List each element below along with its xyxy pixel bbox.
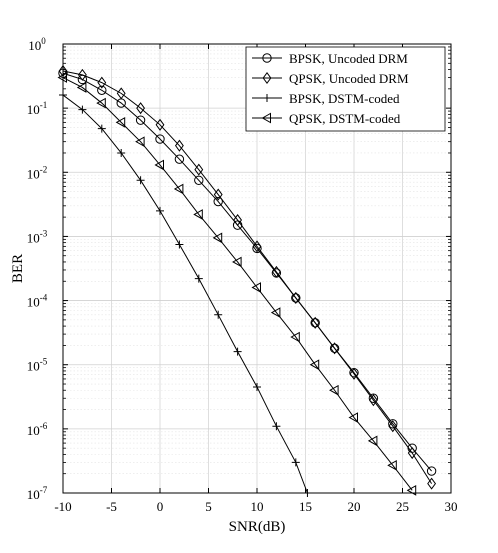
data-point [135,136,145,148]
y-tick-exponent: -3 [40,228,48,238]
series-2 [58,64,437,490]
y-tick-exponent: 0 [41,36,46,46]
data-point [115,117,126,128]
data-point [174,154,185,164]
data-point [271,265,281,278]
data-point [97,76,107,89]
legend-box [245,46,446,132]
legend-label: QPSK, Uncoded DRM [289,71,409,86]
data-point [194,163,204,176]
y-tick-exponent: -7 [40,485,48,495]
x-tick-label: -5 [106,499,117,514]
legend: BPSK, Uncoded DRM QPSK, Uncoded DRM BPSK, … [245,46,446,132]
series-line [62,94,308,494]
x-tick-label: 25 [396,499,409,514]
legend-marker [263,94,271,102]
data-point [270,307,281,318]
data-point [155,134,165,144]
data-point [388,420,398,433]
data-point [251,282,261,293]
legend-marker [262,71,272,85]
legend-marker [262,53,272,63]
data-point [213,196,223,207]
data-point [155,118,165,131]
data-point [330,342,340,355]
data-point [135,115,146,125]
legend-marker [261,112,271,124]
series-line [62,77,413,491]
data-point [136,102,146,115]
x-tick-label: 30 [445,499,458,514]
y-tick-exponent: -1 [40,100,48,110]
data-point [194,274,203,283]
y-tick-exponent: -5 [40,357,48,367]
data-point [76,82,87,93]
data-point [253,382,261,391]
data-point [427,477,437,490]
data-point [232,256,242,268]
data-point [407,446,417,460]
y-tick-exponent: -2 [40,164,48,174]
legend-entry: BPSK, DSTM-coded [252,91,400,106]
y-tick-exponent: -6 [40,421,48,431]
data-point [97,124,106,133]
data-point [194,175,204,185]
x-tick-label: 20 [348,499,361,514]
x-tick-label: 10 [251,499,264,514]
data-point [97,85,107,95]
x-tick-label: 0 [157,499,164,514]
data-point [136,176,145,185]
x-tick-label: 5 [205,499,212,514]
y-axis-label: BER [10,254,26,283]
legend-label: BPSK, Uncoded DRM [289,51,408,66]
data-point [77,68,87,81]
data-point [214,310,223,319]
legend-entry: QPSK, DSTM-coded [252,111,401,126]
x-axis-label: SNR(dB) [229,519,286,535]
data-point [252,240,262,253]
series-layer [57,64,437,497]
data-point [96,97,106,109]
legend-label: QPSK, DSTM-coded [289,111,401,126]
data-point [310,316,320,329]
data-point [291,291,301,304]
data-point [368,394,378,407]
data-point [348,412,358,423]
data-point [388,419,398,429]
data-point [387,459,397,471]
data-point [116,87,126,100]
data-point [349,367,359,380]
data-point [173,183,184,195]
data-point [233,214,243,227]
data-point [117,148,126,157]
data-point [174,139,184,152]
legend-entry: BPSK, Uncoded DRM [252,51,408,66]
data-point [212,232,223,244]
data-point [367,435,378,447]
data-point [309,359,320,371]
y-tick-exponent: -4 [40,293,48,303]
data-point [290,331,300,343]
series-line [62,70,433,484]
data-point [291,458,300,467]
data-point [252,243,262,254]
data-point [78,105,87,114]
data-point [213,188,223,201]
data-point [272,422,281,431]
x-tick-label: -10 [54,499,71,514]
data-point [329,384,339,396]
data-point [233,347,242,356]
x-tick-label: 15 [299,499,312,514]
legend-label: BPSK, DSTM-coded [289,91,400,106]
data-point [193,209,203,220]
data-point [426,466,437,476]
data-point [154,159,164,171]
data-point [175,240,184,249]
series-4 [57,72,417,496]
legend-entry: QPSK, Uncoded DRM [252,71,409,86]
data-point [156,206,164,215]
data-point [368,393,379,403]
